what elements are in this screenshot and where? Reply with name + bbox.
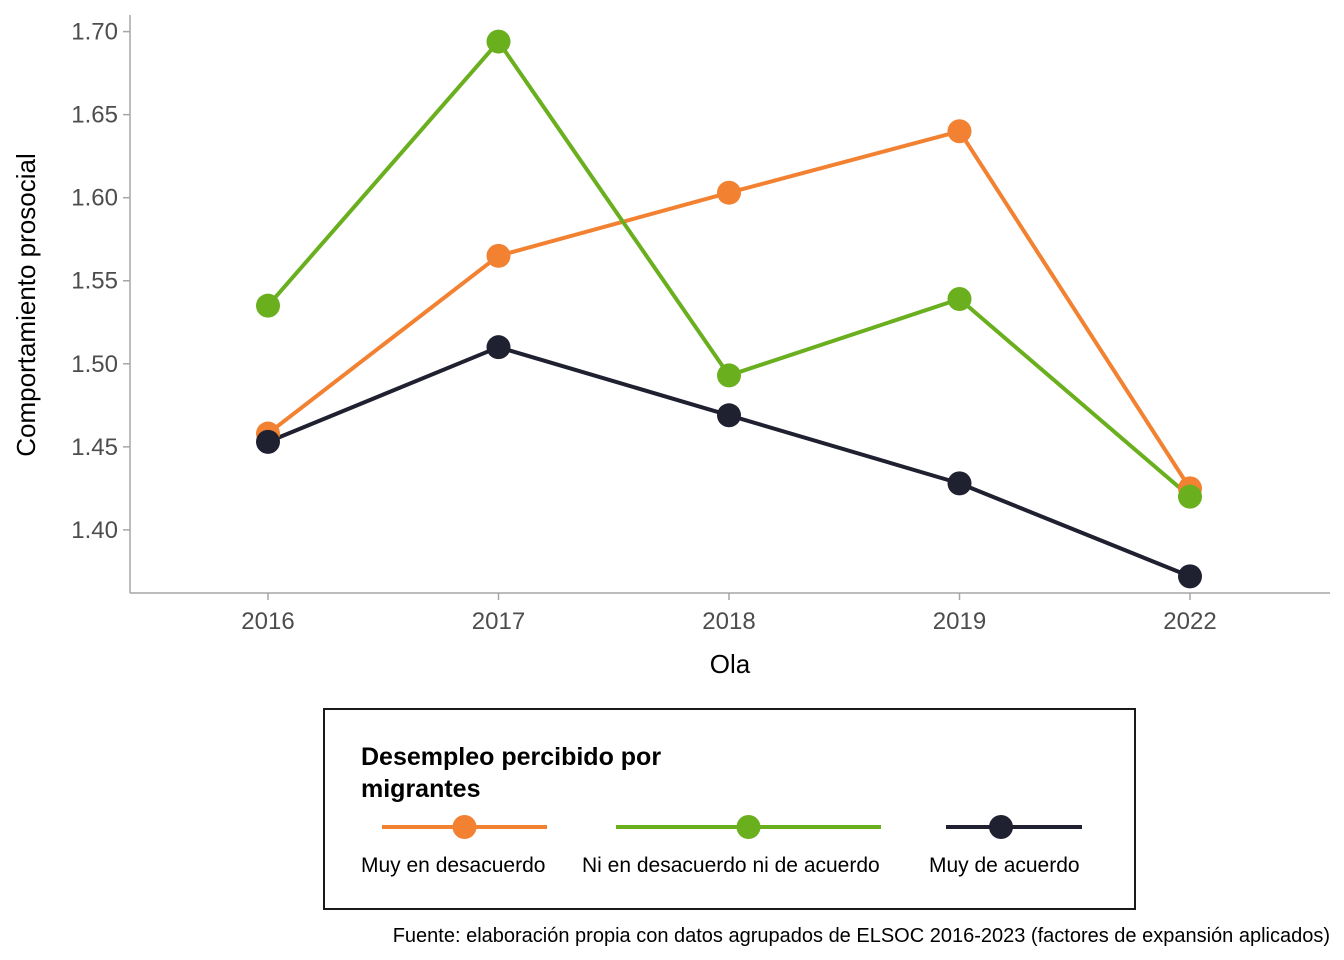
legend-title-line-1: Desempleo percibido por bbox=[361, 743, 661, 771]
y-ticks: 1.40 1.45 1.50 1.55 1.60 1.65 1.70 bbox=[71, 19, 130, 544]
x-tick-label: 2018 bbox=[702, 608, 755, 635]
legend-keys: Muy en desacuerdo Ni en desacuerdo ni de … bbox=[361, 815, 1082, 877]
y-tick-label: 1.70 bbox=[71, 19, 118, 46]
x-tick-label: 2016 bbox=[241, 608, 294, 635]
data-point-series-2 bbox=[256, 293, 280, 318]
x-tick-label: 2019 bbox=[933, 608, 986, 635]
legend: Desempleo percibido por migrantes Muy en… bbox=[323, 708, 1136, 910]
data-point-series-1 bbox=[486, 243, 511, 268]
series-layer bbox=[256, 29, 1202, 589]
data-point-series-3 bbox=[947, 471, 972, 496]
y-tick-label: 1.65 bbox=[71, 102, 118, 129]
legend-label-2: Ni en desacuerdo ni de acuerdo bbox=[582, 854, 880, 877]
y-tick-label: 1.50 bbox=[71, 351, 118, 378]
axes: 1.401.451.501.551.601.651.70 2016 2017 201… bbox=[71, 15, 1330, 635]
data-point-series-2 bbox=[486, 29, 511, 54]
x-tick-label: 2022 bbox=[1163, 608, 1216, 635]
legend-key-point-3 bbox=[989, 815, 1013, 839]
series-line-2 bbox=[266, 39, 1192, 499]
data-point-series-3 bbox=[256, 429, 280, 454]
legend-label-3: Muy de acuerdo bbox=[929, 854, 1080, 877]
data-point-series-1 bbox=[947, 119, 972, 144]
y-tick-label: 1.45 bbox=[71, 434, 118, 461]
data-point-series-2 bbox=[1178, 484, 1202, 509]
data-point-series-3 bbox=[1178, 564, 1202, 589]
legend-box bbox=[323, 708, 1136, 910]
legend-key-point-1 bbox=[452, 815, 477, 839]
data-point-series-3 bbox=[486, 335, 511, 360]
x-tick-label: 2017 bbox=[472, 608, 525, 635]
data-point-series-3 bbox=[717, 403, 741, 428]
y-tick-label: 1.55 bbox=[71, 268, 118, 295]
legend-title-line-2: migrantes bbox=[361, 775, 480, 803]
data-point-series-2 bbox=[717, 363, 741, 388]
x-ticks: 2016 2017 2018 2019 2022 bbox=[241, 593, 1217, 635]
data-point-series-1 bbox=[717, 180, 741, 205]
y-axis-title: Comportamiento prosocial bbox=[11, 153, 41, 456]
data-point-series-2 bbox=[947, 287, 972, 312]
legend-label-1: Muy en desacuerdo bbox=[361, 854, 545, 877]
y-tick-label: 1.60 bbox=[71, 185, 118, 212]
y-tick-label: 1.40 bbox=[71, 517, 118, 544]
x-axis-title: Ola bbox=[710, 649, 751, 679]
legend-key-point-2 bbox=[736, 815, 761, 839]
caption: Fuente: elaboración propia con datos agr… bbox=[393, 925, 1330, 947]
